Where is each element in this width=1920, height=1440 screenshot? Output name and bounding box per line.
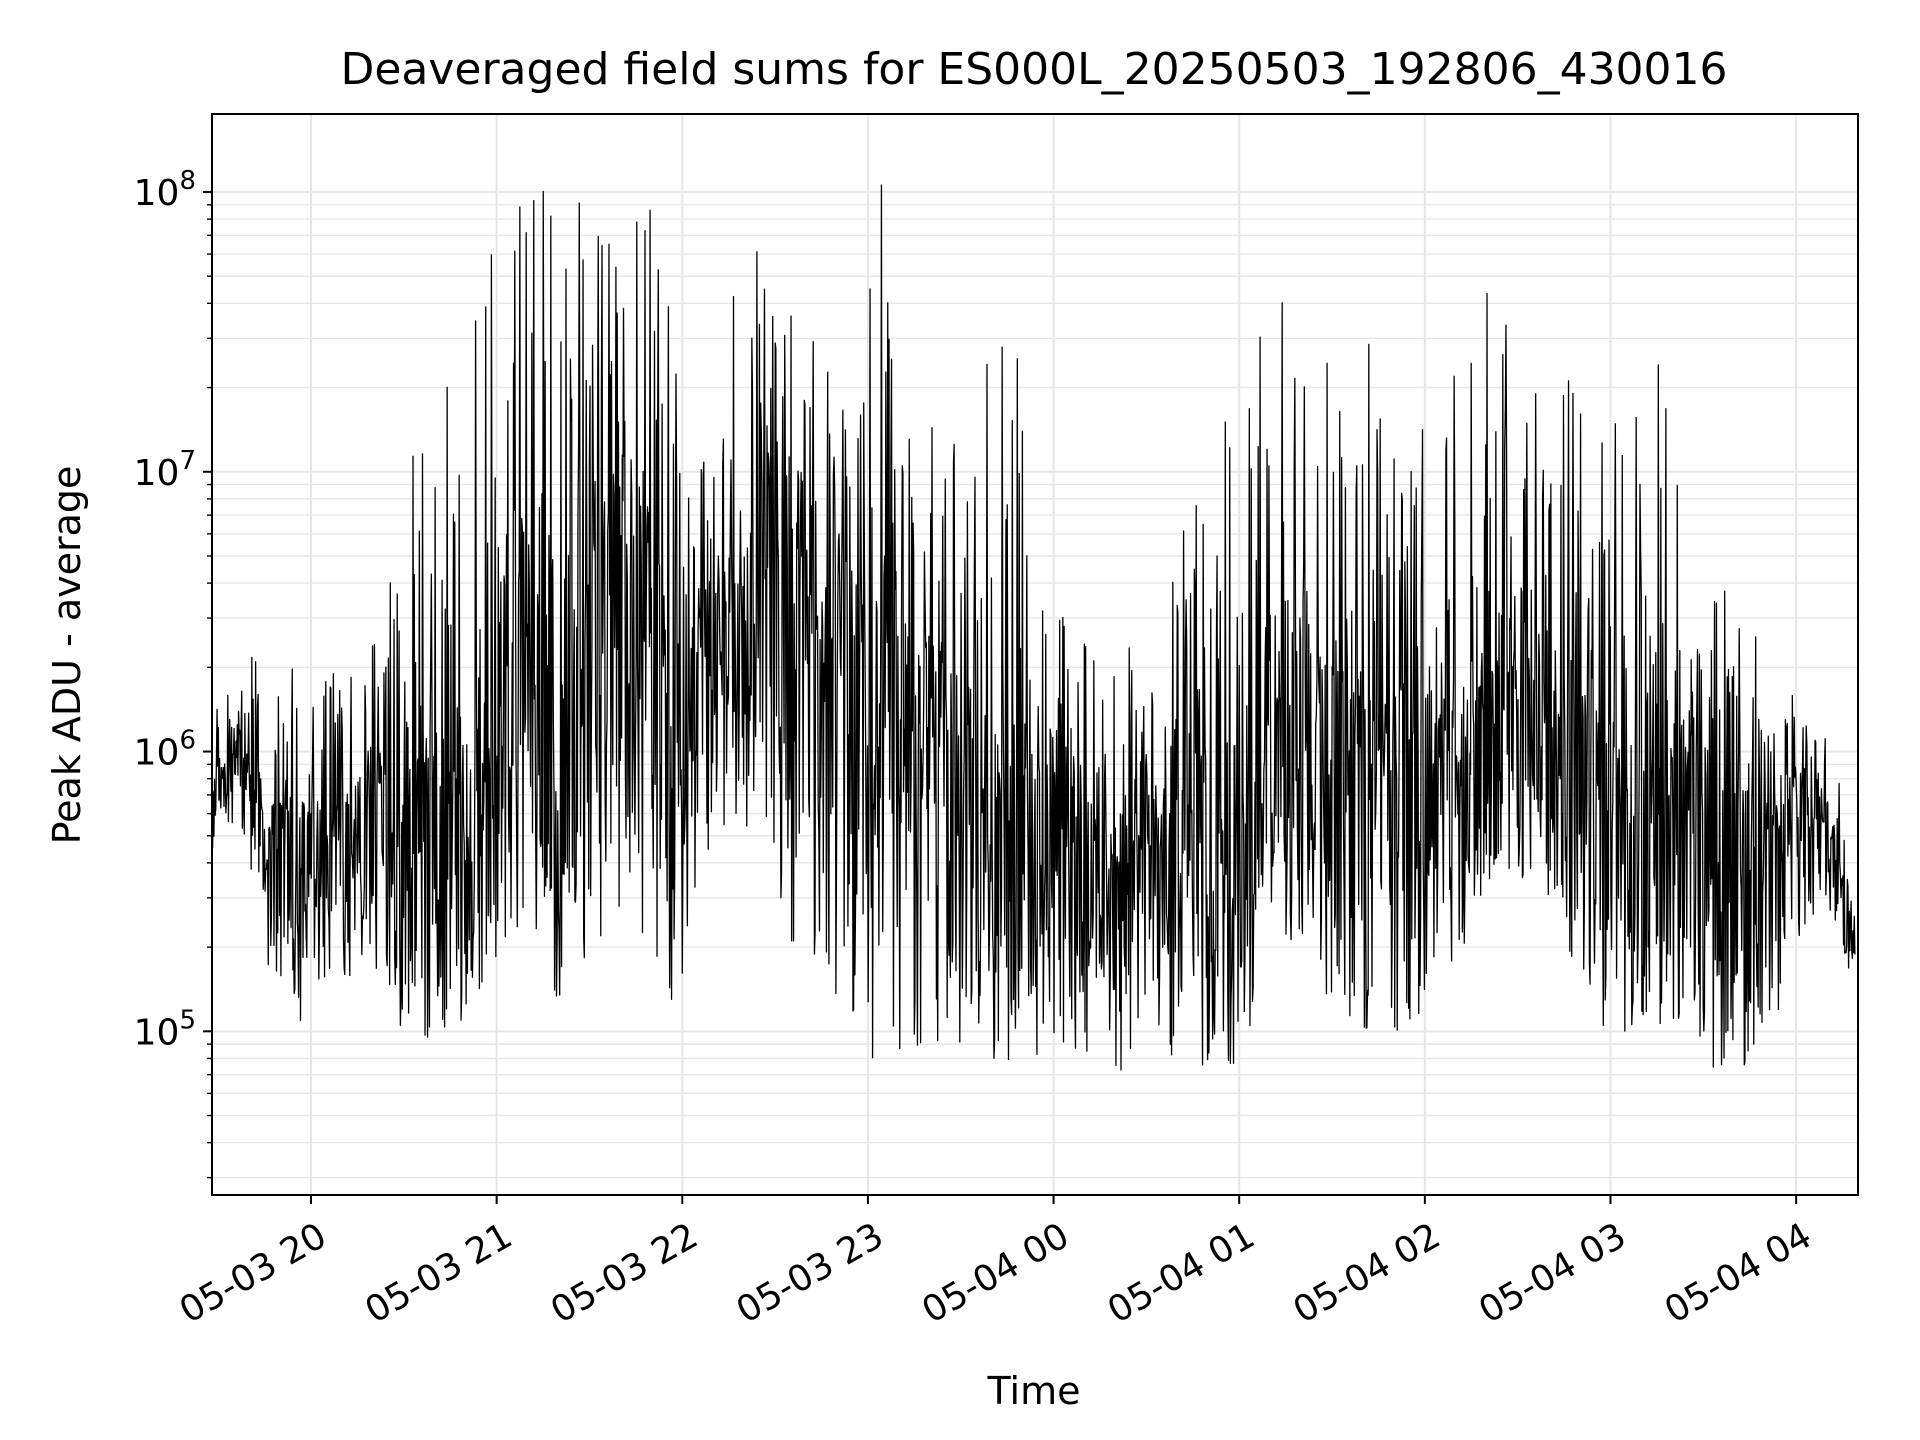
y-tick-label: 106 xyxy=(134,726,196,774)
y-axis: 105 106 107 108 xyxy=(134,166,212,1179)
plot-frame xyxy=(211,113,1859,1196)
y-tick-label: 107 xyxy=(134,446,196,494)
series-line xyxy=(211,184,1856,1071)
data-series xyxy=(211,184,1856,1071)
y-tick-label: 105 xyxy=(134,1005,196,1053)
y-axis-label: Peak ADU - average xyxy=(45,466,89,845)
plot-area xyxy=(211,113,1859,1196)
x-axis-label: Time xyxy=(987,1369,1081,1413)
y-tick-label: 108 xyxy=(134,166,196,214)
chart-title: Deaveraged field sums for ES000L_2025050… xyxy=(340,44,1727,95)
